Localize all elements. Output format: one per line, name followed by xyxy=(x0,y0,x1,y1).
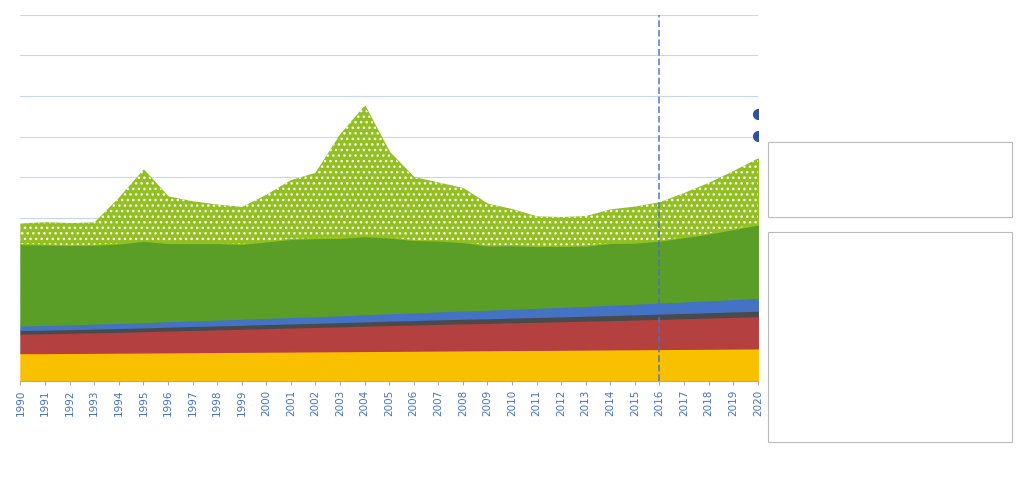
Text: Compromisso
brasileiro de redução
(36,1% a 38,9%)
frente à projeção. O
que equiv: Compromisso brasileiro de redução (36,1%… xyxy=(827,283,952,391)
Text: projeção baseada em
  tendência pós 2010: projeção baseada em tendência pós 2010 xyxy=(826,165,953,193)
